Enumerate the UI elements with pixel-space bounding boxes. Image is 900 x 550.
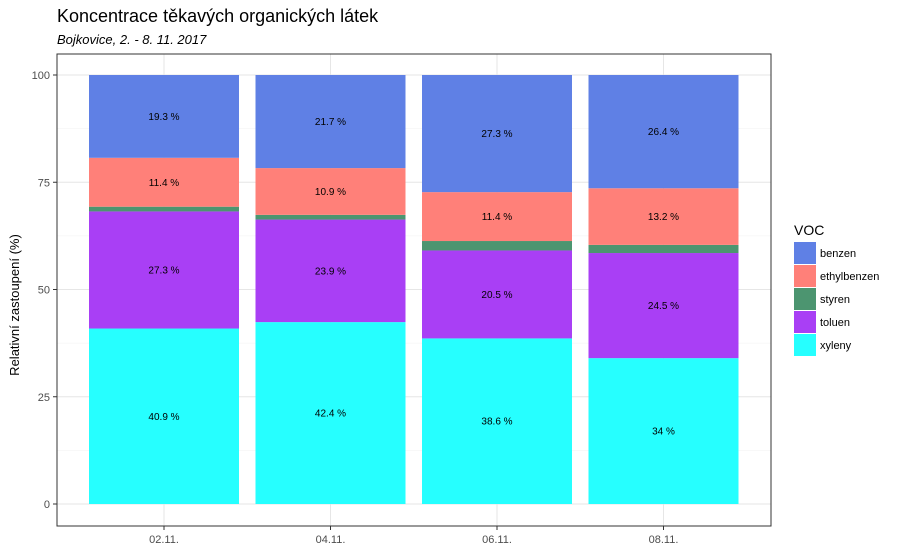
- bar-segment-styren: [588, 244, 739, 254]
- bar-value-label: 23.9 %: [315, 266, 346, 277]
- bar-segment-xyleny: [255, 322, 406, 504]
- bar-segment-styren: [422, 241, 572, 251]
- bar-value-label: 11.4 %: [482, 212, 512, 223]
- bar-segment-toluen: [89, 211, 239, 329]
- legend-title: VOC: [794, 222, 824, 238]
- y-tick-label: 25: [38, 392, 50, 404]
- bar-value-label: 11.4 %: [149, 178, 179, 189]
- bar-value-label: 27.3 %: [148, 265, 179, 276]
- bar-value-label: 27.3 %: [481, 129, 512, 140]
- legend-label-toluen: toluen: [820, 317, 850, 329]
- legend-swatch-xyleny: [794, 334, 816, 356]
- legend-label-benzen: benzen: [820, 248, 856, 260]
- legend: VOC benzen ethylbenzen styren toluen xyleny: [794, 222, 879, 356]
- y-axis-title: Relativní zastoupení (%): [7, 234, 22, 376]
- bar-segment-styren: [255, 214, 406, 220]
- bar-segment-toluen: [588, 253, 739, 359]
- bar-value-label: 19.3 %: [148, 112, 179, 123]
- bar-value-label: 34 %: [652, 427, 675, 438]
- bars: [89, 75, 739, 504]
- x-tick-label: 02.11.: [149, 534, 179, 546]
- bar-value-label: 13.2 %: [648, 212, 679, 223]
- bar-value-label: 10.9 %: [315, 187, 346, 198]
- bar-segment-xyleny: [422, 338, 572, 504]
- bar-segment-benzen: [422, 75, 572, 193]
- chart-subtitle: Bojkovice, 2. - 8. 11. 2017: [57, 32, 207, 47]
- bar-value-label: 24.5 %: [648, 301, 679, 312]
- bar-value-label: 26.4 %: [648, 127, 679, 138]
- bar-segment-benzen: [588, 75, 739, 189]
- legend-swatch-ethylbenzen: [794, 265, 816, 287]
- bar-segment-toluen: [255, 219, 406, 323]
- bar-value-label: 38.6 %: [481, 417, 512, 428]
- y-tick-label: 100: [32, 70, 50, 82]
- bar-value-label: 40.9 %: [148, 412, 179, 423]
- bar-value-label: 20.5 %: [481, 290, 512, 301]
- legend-swatch-benzen: [794, 242, 816, 264]
- bar-value-label: 42.4 %: [315, 409, 346, 420]
- bar-segment-toluen: [422, 250, 572, 339]
- bar-segment-ethylbenzen: [255, 168, 406, 215]
- bar-value-label: 21.7 %: [315, 117, 346, 128]
- chart-title: Koncentrace těkavých organických látek: [57, 6, 379, 26]
- bar-labels: 40.9 % 27.3 % 11.4 % 19.3 % 42.4 % 23.9 % 10.9…: [148, 112, 679, 438]
- bar-segment-xyleny: [89, 328, 239, 504]
- legend-label-styren: styren: [820, 294, 850, 306]
- y-tick-label: 75: [38, 177, 50, 189]
- legend-swatch-styren: [794, 288, 816, 310]
- legend-label-ethylbenzen: ethylbenzen: [820, 271, 879, 283]
- y-tick-label: 0: [44, 499, 50, 511]
- bar-segment-ethylbenzen: [588, 188, 739, 245]
- legend-swatch-toluen: [794, 311, 816, 333]
- bar-segment-styren: [89, 206, 239, 212]
- x-tick-label: 06.11.: [482, 534, 512, 546]
- bar-segment-benzen: [89, 75, 239, 158]
- axes: 0 25 50 75 100 02.11. 04.11. 06.11. 08.11.: [32, 70, 679, 546]
- x-tick-label: 08.11.: [649, 534, 679, 546]
- bar-segment-ethylbenzen: [89, 157, 239, 207]
- bar-segment-xyleny: [588, 358, 739, 504]
- y-tick-label: 50: [38, 285, 50, 297]
- x-tick-label: 04.11.: [316, 534, 346, 546]
- bar-segment-ethylbenzen: [422, 192, 572, 242]
- bar-segment-benzen: [255, 75, 406, 169]
- legend-label-xyleny: xyleny: [820, 340, 852, 352]
